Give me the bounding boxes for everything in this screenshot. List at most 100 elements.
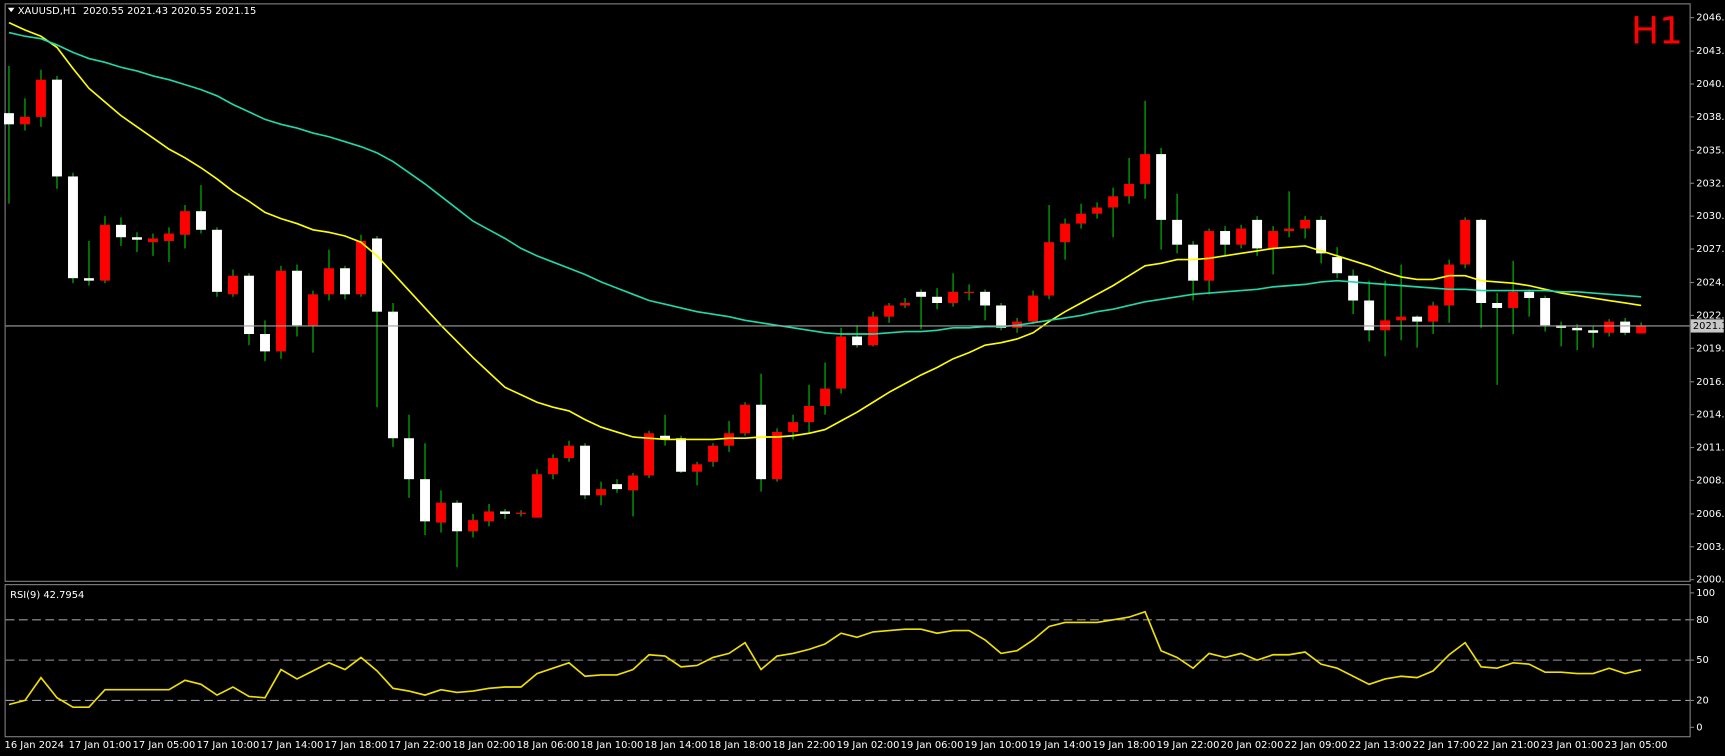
- candle-body: [612, 484, 622, 490]
- candle-body: [1332, 257, 1343, 274]
- candle-body: [4, 113, 14, 125]
- x-tick-label: 19 Jan 06:00: [901, 740, 964, 751]
- candle-body: [1460, 219, 1471, 265]
- candle-body: [964, 291, 975, 294]
- candle-body: [1396, 316, 1407, 321]
- chart-title: XAUUSD,H1 2020.55 2021.43 2020.55 2021.1…: [18, 6, 257, 17]
- candle-body: [180, 211, 190, 235]
- candle-body: [484, 511, 494, 522]
- y-tick-label: 80: [1696, 615, 1709, 626]
- candle-body: [1364, 300, 1375, 331]
- candle-body: [1348, 275, 1359, 301]
- candle-body: [884, 305, 895, 317]
- candle-body: [132, 237, 142, 240]
- candle-body: [468, 520, 478, 532]
- candle-body: [420, 479, 430, 522]
- candle-body: [1492, 302, 1503, 308]
- candle-body: [740, 404, 751, 434]
- candle-body: [372, 238, 382, 312]
- x-tick-label: 23 Jan 01:00: [1541, 740, 1604, 751]
- candle-body: [1572, 327, 1583, 331]
- candle-body: [276, 270, 286, 352]
- candle-body: [564, 445, 574, 459]
- menu-arrow[interactable]: [7, 7, 15, 13]
- candle-body: [532, 474, 542, 518]
- x-tick-label: 17 Jan 10:00: [197, 740, 260, 751]
- candle-body: [516, 512, 526, 514]
- candle-body: [820, 388, 831, 406]
- candle-body: [980, 291, 991, 306]
- last-price-box: [1690, 319, 1724, 333]
- candle-body: [68, 176, 78, 279]
- candle-body: [1428, 305, 1439, 322]
- candle-body: [852, 336, 863, 346]
- moving-average: [8, 31, 1642, 335]
- candle-body: [1188, 244, 1199, 281]
- candle-body: [948, 291, 959, 303]
- y-tick-label: 2022.00: [1696, 310, 1725, 321]
- candle-body: [500, 511, 510, 514]
- x-tick-label: 18 Jan 14:00: [645, 740, 708, 751]
- candle-body: [1476, 219, 1487, 303]
- candle-body: [1604, 321, 1615, 333]
- candle-body: [644, 433, 654, 476]
- y-tick-label: 2006.00: [1696, 509, 1725, 520]
- candle-body: [660, 435, 670, 440]
- y-tick-label: 2038.00: [1696, 112, 1725, 123]
- y-tick-label: 0: [1696, 722, 1702, 733]
- x-tick-label: 22 Jan 13:00: [1349, 740, 1412, 751]
- candle-body: [1140, 154, 1151, 184]
- candle-body: [1316, 219, 1327, 254]
- x-tick-label: 19 Jan 18:00: [1093, 740, 1156, 751]
- candle-body: [1108, 196, 1119, 208]
- candle-body: [756, 404, 767, 480]
- candle-body: [836, 336, 847, 389]
- x-tick-label: 19 Jan 22:00: [1157, 740, 1220, 751]
- candle-body: [1300, 219, 1311, 229]
- candle-body: [996, 305, 1007, 328]
- candle-body: [1556, 325, 1567, 328]
- x-tick-label: 18 Jan 10:00: [581, 740, 644, 751]
- candle-body: [932, 296, 943, 303]
- candle-body: [804, 405, 815, 423]
- candle-body: [292, 270, 302, 326]
- candle-body: [1092, 207, 1103, 214]
- candle-body: [116, 224, 126, 238]
- candle-body: [324, 268, 334, 295]
- x-tick-label: 19 Jan 02:00: [837, 740, 900, 751]
- candle-body: [100, 224, 110, 281]
- y-tick-label: 2008.70: [1696, 475, 1725, 486]
- x-tick-label: 16 Jan 2024: [5, 740, 64, 751]
- candle-body: [148, 238, 158, 243]
- candle-body: [1444, 264, 1455, 306]
- x-tick-label: 18 Jan 02:00: [453, 740, 516, 751]
- x-tick-label: 18 Jan 22:00: [773, 740, 836, 751]
- candle-body: [1524, 291, 1535, 299]
- candle-body: [596, 489, 606, 496]
- candle-body: [212, 229, 222, 292]
- candle-body: [868, 316, 879, 346]
- candle-body: [1620, 321, 1631, 333]
- candle-body: [1236, 228, 1247, 245]
- candle-body: [1636, 325, 1647, 334]
- y-tick-label: 2014.00: [1696, 410, 1725, 421]
- x-tick-label: 19 Jan 10:00: [965, 740, 1028, 751]
- candle-body: [1204, 231, 1215, 281]
- y-tick-label: 2000.70: [1696, 575, 1725, 586]
- last-price-label: 2021.15: [1693, 321, 1725, 332]
- candle-body: [388, 311, 398, 439]
- candle-body: [628, 475, 638, 491]
- x-tick-label: 18 Jan 18:00: [709, 740, 772, 751]
- y-tick-label: 20: [1696, 695, 1709, 706]
- candle-body: [724, 433, 735, 446]
- candle-body: [1380, 320, 1391, 331]
- y-tick-label: 2011.35: [1696, 443, 1725, 454]
- candle-body: [692, 464, 702, 472]
- x-tick-label: 17 Jan 22:00: [389, 740, 452, 751]
- candle-body: [436, 502, 446, 523]
- candle-body: [1268, 231, 1279, 249]
- y-tick-label: 2030.00: [1696, 211, 1725, 222]
- y-tick-label: 2003.35: [1696, 542, 1725, 553]
- rsi-line: [8, 610, 1642, 709]
